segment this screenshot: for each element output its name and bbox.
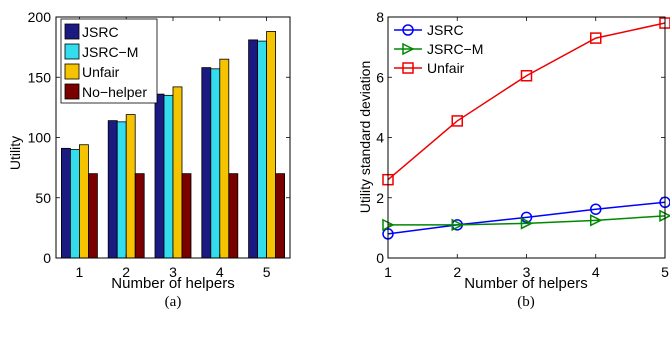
plot-frame bbox=[387, 16, 666, 259]
point-jsrcm-2 bbox=[451, 218, 464, 232]
point-unfair-4 bbox=[590, 32, 602, 44]
x-tick-label: 1 bbox=[76, 264, 84, 280]
bar-jsrc-1 bbox=[61, 147, 71, 259]
point-jsrc-4 bbox=[590, 203, 602, 215]
chart-b-plot-area bbox=[382, 16, 670, 259]
y-tick-label: 6 bbox=[376, 69, 384, 85]
bar-nohelper-3 bbox=[181, 173, 192, 259]
bar-jsrcm-5 bbox=[257, 40, 268, 259]
bar-unfair-3 bbox=[172, 86, 183, 259]
series-line-jsrc bbox=[387, 201, 666, 235]
legend-label: No−helper bbox=[82, 84, 147, 100]
x-tick-label: 4 bbox=[216, 264, 224, 280]
chart-a-y-axis-label: Utility bbox=[7, 136, 23, 170]
series-line-jsrcm bbox=[388, 215, 666, 226]
x-tick-label: 5 bbox=[263, 264, 271, 280]
bar-jsrc-4 bbox=[201, 67, 212, 259]
legend-label: JSRC−M bbox=[427, 41, 483, 57]
bar-jsrcm-2 bbox=[116, 121, 127, 259]
y-tick-label: 0 bbox=[376, 250, 384, 266]
legend-marker bbox=[402, 42, 415, 56]
x-tick-label: 1 bbox=[384, 264, 392, 280]
legend-swatch bbox=[64, 43, 80, 60]
legend-swatch bbox=[64, 23, 80, 40]
legend-label: Unfair bbox=[82, 64, 120, 80]
bar-unfair-5 bbox=[266, 31, 277, 259]
legend-marker bbox=[402, 62, 414, 74]
point-unfair-2 bbox=[451, 115, 463, 127]
legend-label: JSRC bbox=[82, 24, 119, 40]
bar-unfair-4 bbox=[219, 58, 230, 259]
y-tick-label: 100 bbox=[28, 130, 52, 146]
chart-b-tick-labels: 1 2 3 4 5 0 2 4 6 8 bbox=[376, 9, 669, 280]
legend-label: Unfair bbox=[427, 60, 465, 76]
chart-a-x-axis-label: Number of helpers bbox=[111, 275, 234, 292]
bar-nohelper-5 bbox=[275, 173, 286, 259]
chart-a-legend: JSRC JSRC−M Unfair No−helper bbox=[60, 18, 158, 104]
chart-b-y-axis-label: Utility standard deviation bbox=[357, 61, 373, 214]
point-jsrcm-4 bbox=[590, 214, 603, 227]
y-tick-label: 200 bbox=[28, 9, 52, 25]
bar-nohelper-2 bbox=[134, 173, 145, 259]
plot-frame bbox=[55, 16, 291, 259]
bar-unfair-1 bbox=[79, 144, 89, 259]
y-tick-label: 8 bbox=[376, 9, 384, 25]
x-tick-label: 3 bbox=[523, 264, 531, 280]
chart-a-caption: (a) bbox=[165, 294, 182, 310]
series-line-unfair bbox=[387, 22, 666, 181]
bar-nohelper-1 bbox=[88, 173, 98, 259]
legend-label: JSRC−M bbox=[82, 44, 138, 60]
x-tick-label: 2 bbox=[122, 264, 130, 280]
legend-marker bbox=[402, 24, 414, 36]
point-jsrc-3 bbox=[520, 211, 533, 224]
y-tick-label: 2 bbox=[376, 190, 384, 206]
bar-jsrc-5 bbox=[248, 39, 259, 259]
y-tick-label: 150 bbox=[28, 69, 52, 85]
bar-jsrc-3 bbox=[154, 93, 165, 259]
bar-jsrc-2 bbox=[107, 120, 118, 259]
chart-a-plot-area bbox=[55, 16, 291, 259]
bar-jsrcm-1 bbox=[70, 149, 80, 259]
x-tick-label: 4 bbox=[592, 264, 600, 280]
bar-nohelper-4 bbox=[228, 173, 239, 259]
x-tick-label: 2 bbox=[453, 264, 461, 280]
point-jsrcm-3 bbox=[520, 217, 534, 230]
y-tick-label: 4 bbox=[376, 130, 384, 146]
x-tick-label: 3 bbox=[169, 264, 177, 280]
point-unfair-3 bbox=[520, 69, 533, 82]
chart-b-x-axis-label: Number of helpers bbox=[464, 275, 587, 292]
legend-label: JSRC bbox=[427, 22, 464, 38]
bar-jsrcm-3 bbox=[163, 94, 174, 259]
y-tick-label: 50 bbox=[35, 190, 51, 206]
legend-swatch bbox=[64, 83, 80, 100]
chart-b-legend: JSRC JSRC−M Unfair bbox=[394, 22, 483, 76]
chart-b-stddev-lines: 1 2 3 4 5 0 2 4 6 8 Utility standard deviation Nu… bbox=[357, 9, 670, 310]
bar-jsrcm-4 bbox=[210, 68, 221, 259]
chart-b-caption: (b) bbox=[517, 294, 535, 310]
bar-unfair-2 bbox=[125, 114, 136, 259]
y-tick-label: 0 bbox=[43, 250, 51, 266]
x-tick-label: 5 bbox=[661, 264, 669, 280]
legend-swatch bbox=[64, 63, 80, 80]
